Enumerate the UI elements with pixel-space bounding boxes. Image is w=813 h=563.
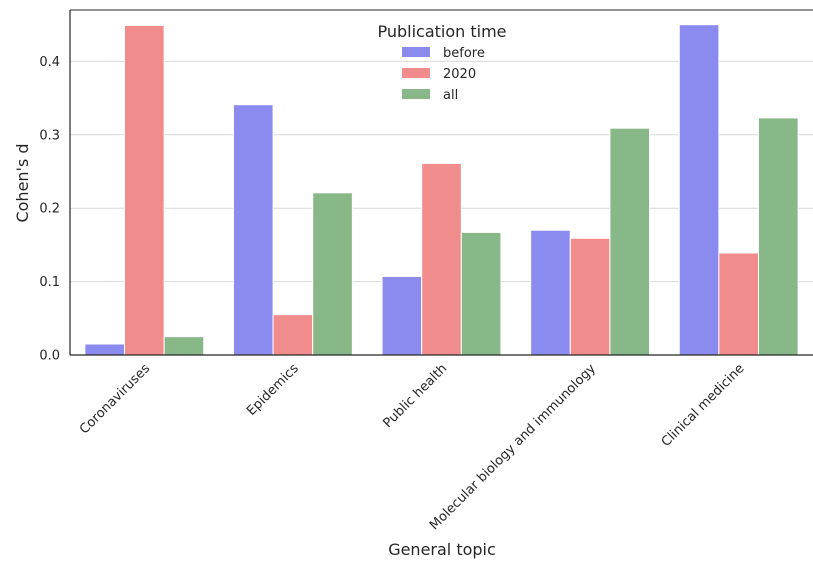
bars xyxy=(84,24,799,356)
y-axis-title: Cohen's d xyxy=(13,143,32,222)
x-tick-label: Clinical medicine xyxy=(659,361,748,450)
bar-before-2 xyxy=(381,275,423,356)
x-tick-label: Coronaviruses xyxy=(77,361,153,437)
legend-label: all xyxy=(443,88,458,103)
bar-2020-3 xyxy=(569,237,611,356)
bar-2020-1 xyxy=(272,314,314,356)
x-tick-labels: Coronaviruses Epidemics Public healthMolec… xyxy=(77,361,748,533)
legend-swatch-before xyxy=(402,47,430,57)
bar-2020-2 xyxy=(421,162,462,356)
y-tick-label: 0.4 xyxy=(39,55,60,70)
bar-all-2 xyxy=(460,231,502,356)
x-tick-label: Molecular biology and immunology xyxy=(427,361,599,533)
bar-all-3 xyxy=(609,127,651,356)
bar-2020-0 xyxy=(123,24,165,356)
bar-before-0 xyxy=(84,343,125,356)
bar-2020-4 xyxy=(718,252,760,356)
y-tick-label: 0.3 xyxy=(39,128,60,143)
bar-all-1 xyxy=(312,192,353,356)
y-tick-labels: 0.0 0.1 0.2 0.3 0.4 xyxy=(39,55,60,364)
legend: Publication time before 2020 all xyxy=(377,22,506,103)
x-tick-label: Epidemics xyxy=(244,361,302,419)
y-tick-label: 0.0 xyxy=(39,349,60,364)
bar-before-1 xyxy=(232,104,274,356)
bar-before-4 xyxy=(678,24,720,356)
legend-label: 2020 xyxy=(443,67,476,82)
x-axis-title: General topic xyxy=(388,540,496,559)
axes xyxy=(69,9,813,356)
y-tick-label: 0.2 xyxy=(39,202,60,217)
legend-title: Publication time xyxy=(377,22,506,41)
bar-before-3 xyxy=(530,229,571,356)
x-tick-label: Public health xyxy=(380,361,450,431)
legend-swatch-2020 xyxy=(402,68,430,78)
legend-swatch-all xyxy=(402,89,430,99)
legend-label: before xyxy=(443,46,485,61)
bar-all-4 xyxy=(758,117,799,356)
y-tick-label: 0.1 xyxy=(39,275,60,290)
bar-all-0 xyxy=(163,336,205,356)
